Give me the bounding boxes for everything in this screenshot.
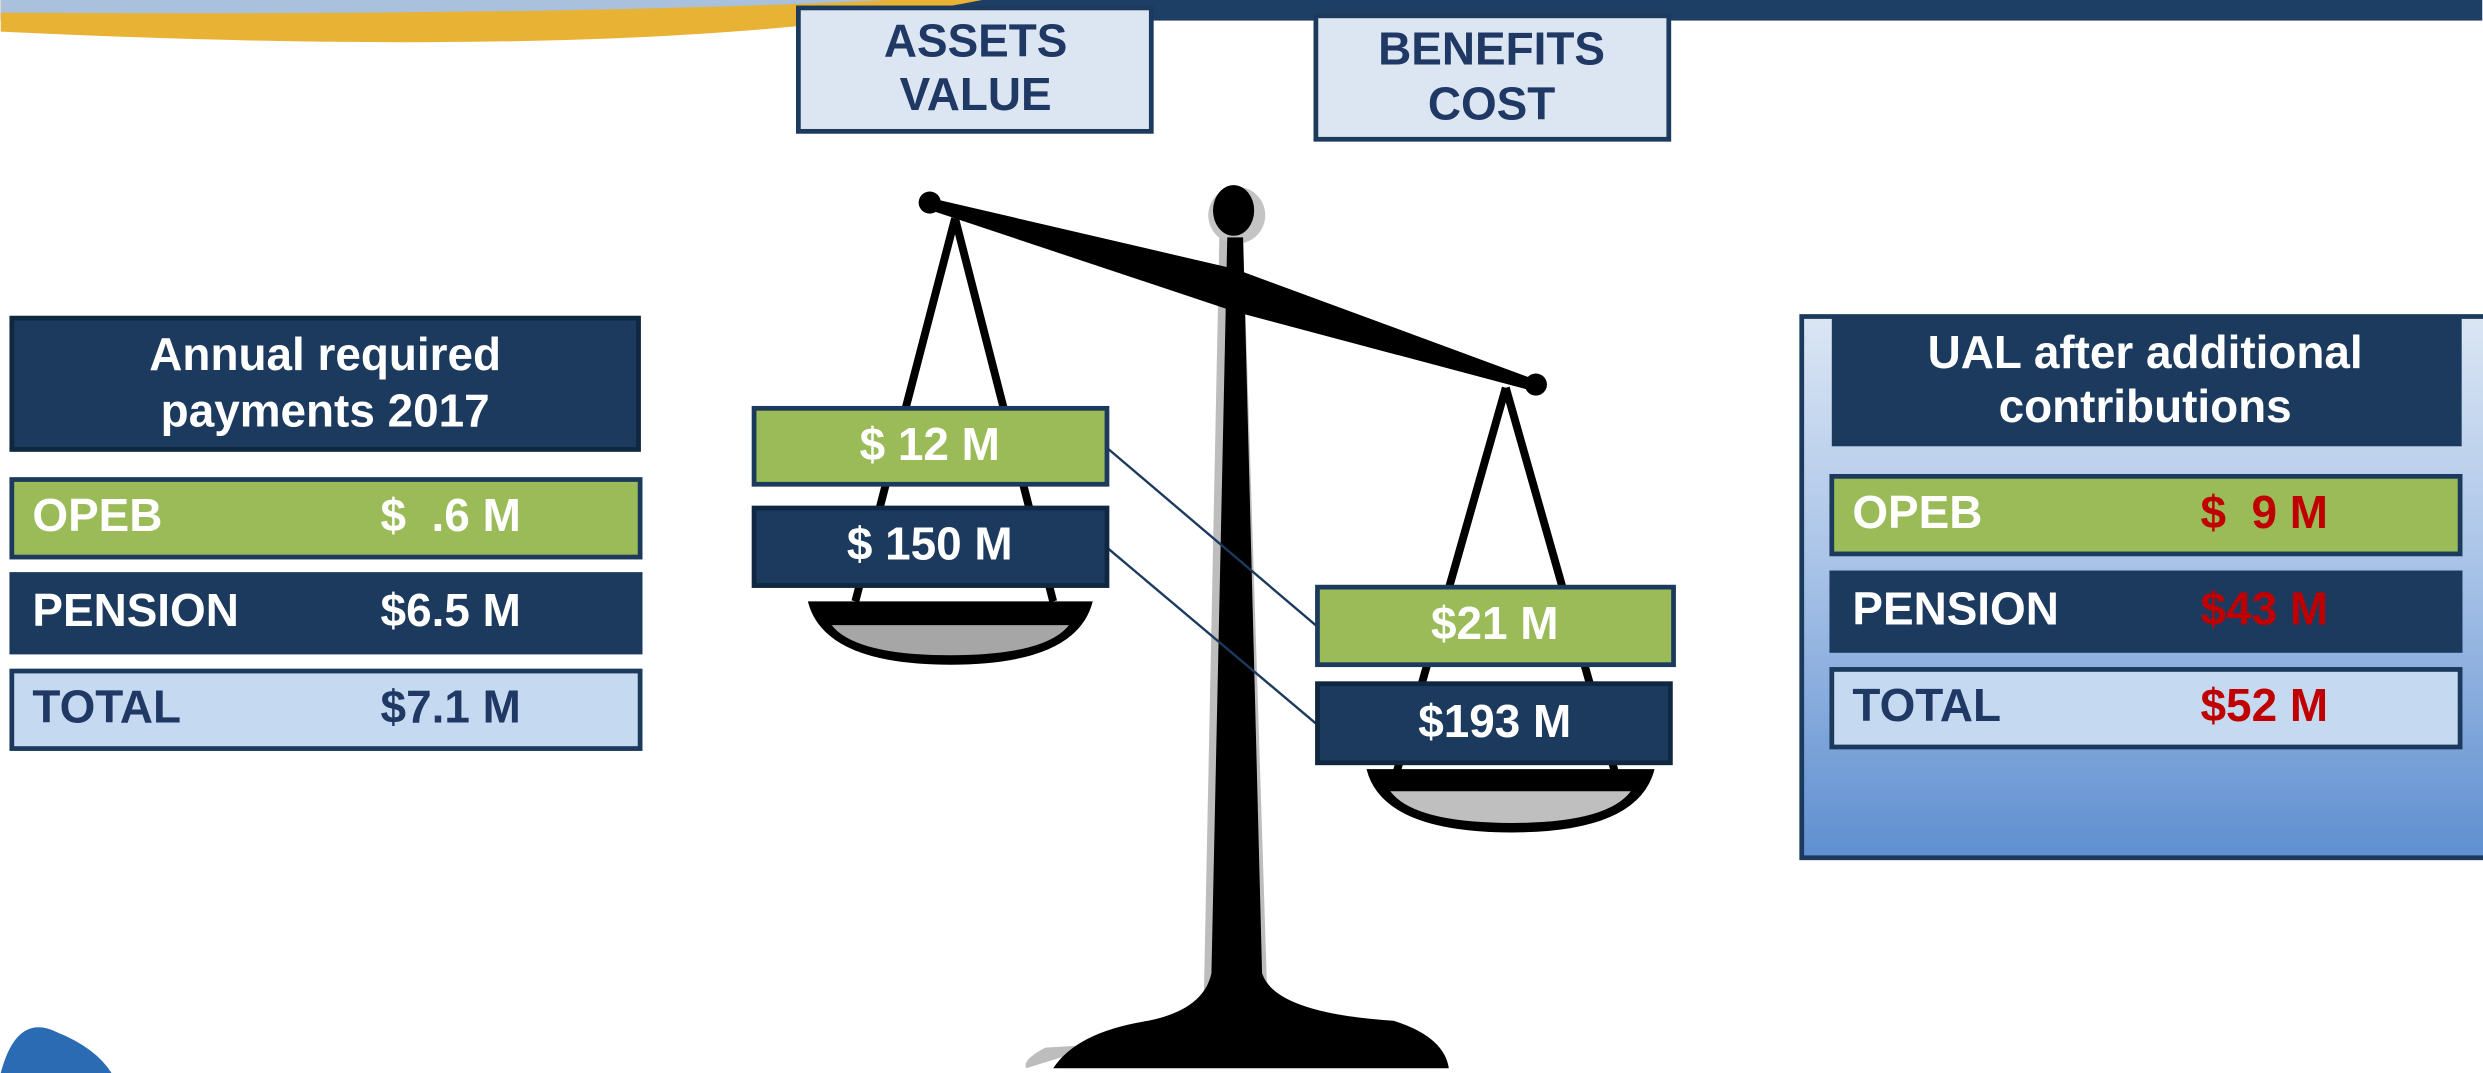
- pan-label: $ 150 M: [847, 518, 1013, 570]
- assets-label: ASSETS: [884, 14, 1068, 66]
- table-title: Annual required: [149, 328, 501, 380]
- pan-label: $21 M: [1431, 597, 1559, 649]
- row-label: PENSION: [32, 584, 238, 636]
- left-table-rows: OPEB $ .6 M PENSION $6.5 M TOTAL $7.1 M: [12, 480, 640, 749]
- table-title: payments 2017: [161, 385, 490, 437]
- row-value: $43 M: [2201, 583, 2329, 635]
- right-table-rows: OPEB $ 9 M PENSION $43 M TOTAL $52 M: [1832, 476, 2460, 747]
- row-value: $6.5 M: [381, 584, 521, 636]
- pan-label: $ 12 M: [860, 418, 1000, 470]
- row-value: $7.1 M: [381, 681, 521, 733]
- row-value: $52 M: [2201, 679, 2329, 731]
- logo-fragment: [1, 1027, 112, 1073]
- row-label: OPEB: [1852, 486, 1982, 538]
- row-label: OPEB: [32, 489, 162, 541]
- table-title: contributions: [1999, 380, 2292, 432]
- row-label: TOTAL: [1852, 679, 2001, 731]
- slide: ASSETS VALUE BENEFITS COST $ 12 M $ 150 …: [0, 0, 2483, 1073]
- row-value: $ .6 M: [381, 489, 521, 541]
- row-label: TOTAL: [32, 681, 181, 733]
- assets-label: VALUE: [900, 68, 1052, 120]
- row-label: PENSION: [1852, 583, 2058, 635]
- row-value: $ 9 M: [2201, 486, 2328, 538]
- table-title: UAL after additional: [1928, 326, 2363, 378]
- benefits-label: COST: [1428, 78, 1555, 130]
- page: ASSETS VALUE BENEFITS COST $ 12 M $ 150 …: [0, 0, 2483, 1073]
- benefits-label: BENEFITS: [1378, 22, 1605, 74]
- pan-label: $193 M: [1418, 695, 1571, 747]
